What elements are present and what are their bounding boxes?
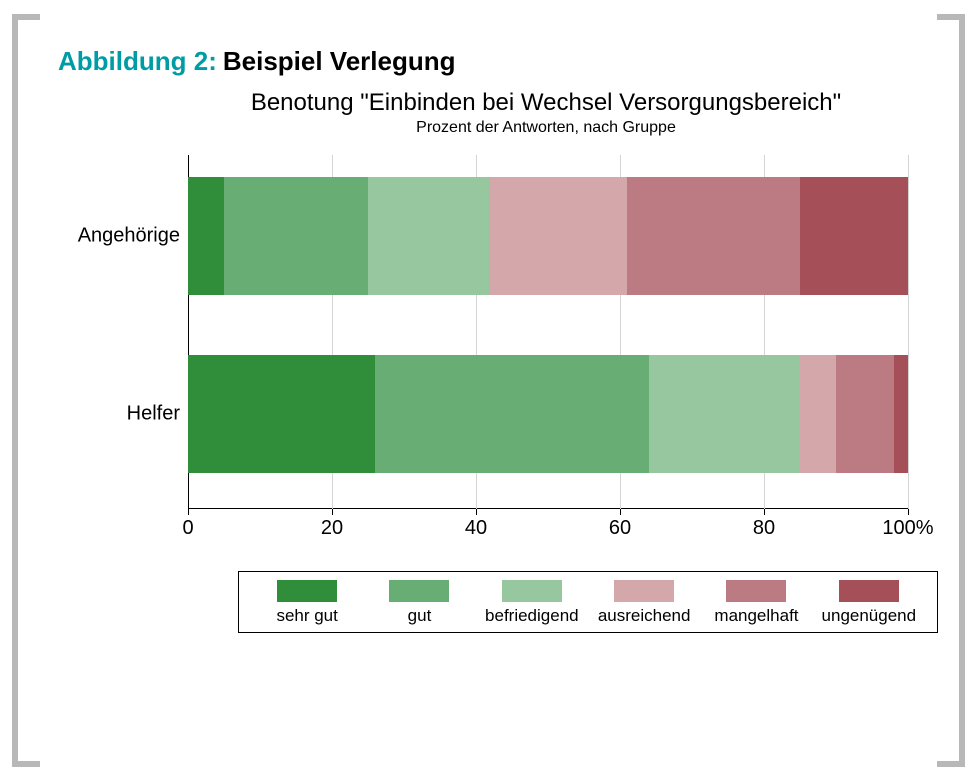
chart-body: Angehörige Helfer 020406080100% [58, 155, 919, 509]
y-category-label: Angehörige [78, 225, 180, 248]
figure-title: Beispiel Verlegung [223, 46, 456, 76]
legend-item: sehr gut [251, 580, 363, 626]
bar-segment-gut [224, 177, 368, 295]
legend-label: gut [408, 606, 432, 626]
bar-segment-mangelhaft [627, 177, 800, 295]
x-tick-mark [620, 509, 621, 515]
bar-segment-ausreichend [490, 177, 627, 295]
legend-label: mangelhaft [714, 606, 798, 626]
x-tick-label: 80 [753, 517, 775, 540]
figure-number: Abbildung 2: [58, 46, 217, 76]
x-tick-label: 20 [321, 517, 343, 540]
bar-row [188, 177, 908, 295]
legend-label: sehr gut [276, 606, 337, 626]
figure-content: Abbildung 2:Beispiel Verlegung Benotung … [58, 46, 919, 633]
bar-segment-mangelhaft [836, 355, 894, 473]
bar-segment-sehr-gut [188, 177, 224, 295]
legend-item: befriedigend [476, 580, 588, 626]
bracket-right-icon [937, 14, 965, 767]
bar-segment-sehr-gut [188, 355, 375, 473]
x-tick-label: 0 [182, 517, 193, 540]
chart-header: Benotung "Einbinden bei Wechsel Versorgu… [173, 89, 919, 137]
bar-segment-befriedigend [368, 177, 490, 295]
chart-legend: sehr gut gut befriedigend ausreichend mangel… [238, 571, 938, 633]
bar-segment-ungenügend [894, 355, 908, 473]
figure-frame: Abbildung 2:Beispiel Verlegung Benotung … [0, 0, 977, 779]
x-tick-label: 40 [465, 517, 487, 540]
legend-item: ausreichend [588, 580, 700, 626]
legend-label: befriedigend [485, 606, 579, 626]
bar-segment-gut [375, 355, 649, 473]
legend-swatch [726, 580, 786, 602]
figure-caption: Abbildung 2:Beispiel Verlegung [58, 46, 919, 77]
legend-swatch [614, 580, 674, 602]
bracket-left-icon [12, 14, 40, 767]
bar-segment-ungenügend [800, 177, 908, 295]
legend-swatch [389, 580, 449, 602]
plot-area: 020406080100% [188, 155, 908, 509]
y-axis-labels: Angehörige Helfer [58, 155, 188, 509]
legend-swatch [839, 580, 899, 602]
y-category-label: Helfer [127, 403, 180, 426]
legend-swatch [277, 580, 337, 602]
bar-segment-befriedigend [649, 355, 800, 473]
legend-item: gut [363, 580, 475, 626]
x-tick-label: 60 [609, 517, 631, 540]
bar-row [188, 355, 908, 473]
x-tick-mark [908, 509, 909, 515]
x-tick-mark [764, 509, 765, 515]
legend-item: ungenügend [813, 580, 925, 626]
legend-item: mangelhaft [700, 580, 812, 626]
chart-title: Benotung "Einbinden bei Wechsel Versorgu… [173, 89, 919, 117]
bar-segment-ausreichend [800, 355, 836, 473]
legend-label: ungenügend [822, 606, 917, 626]
chart-subtitle: Prozent der Antworten, nach Gruppe [173, 119, 919, 137]
x-tick-label: 100% [882, 517, 933, 540]
x-tick-mark [188, 509, 189, 515]
x-tick-mark [332, 509, 333, 515]
x-tick-mark [476, 509, 477, 515]
gridline [908, 155, 909, 509]
legend-label: ausreichend [598, 606, 691, 626]
legend-swatch [502, 580, 562, 602]
